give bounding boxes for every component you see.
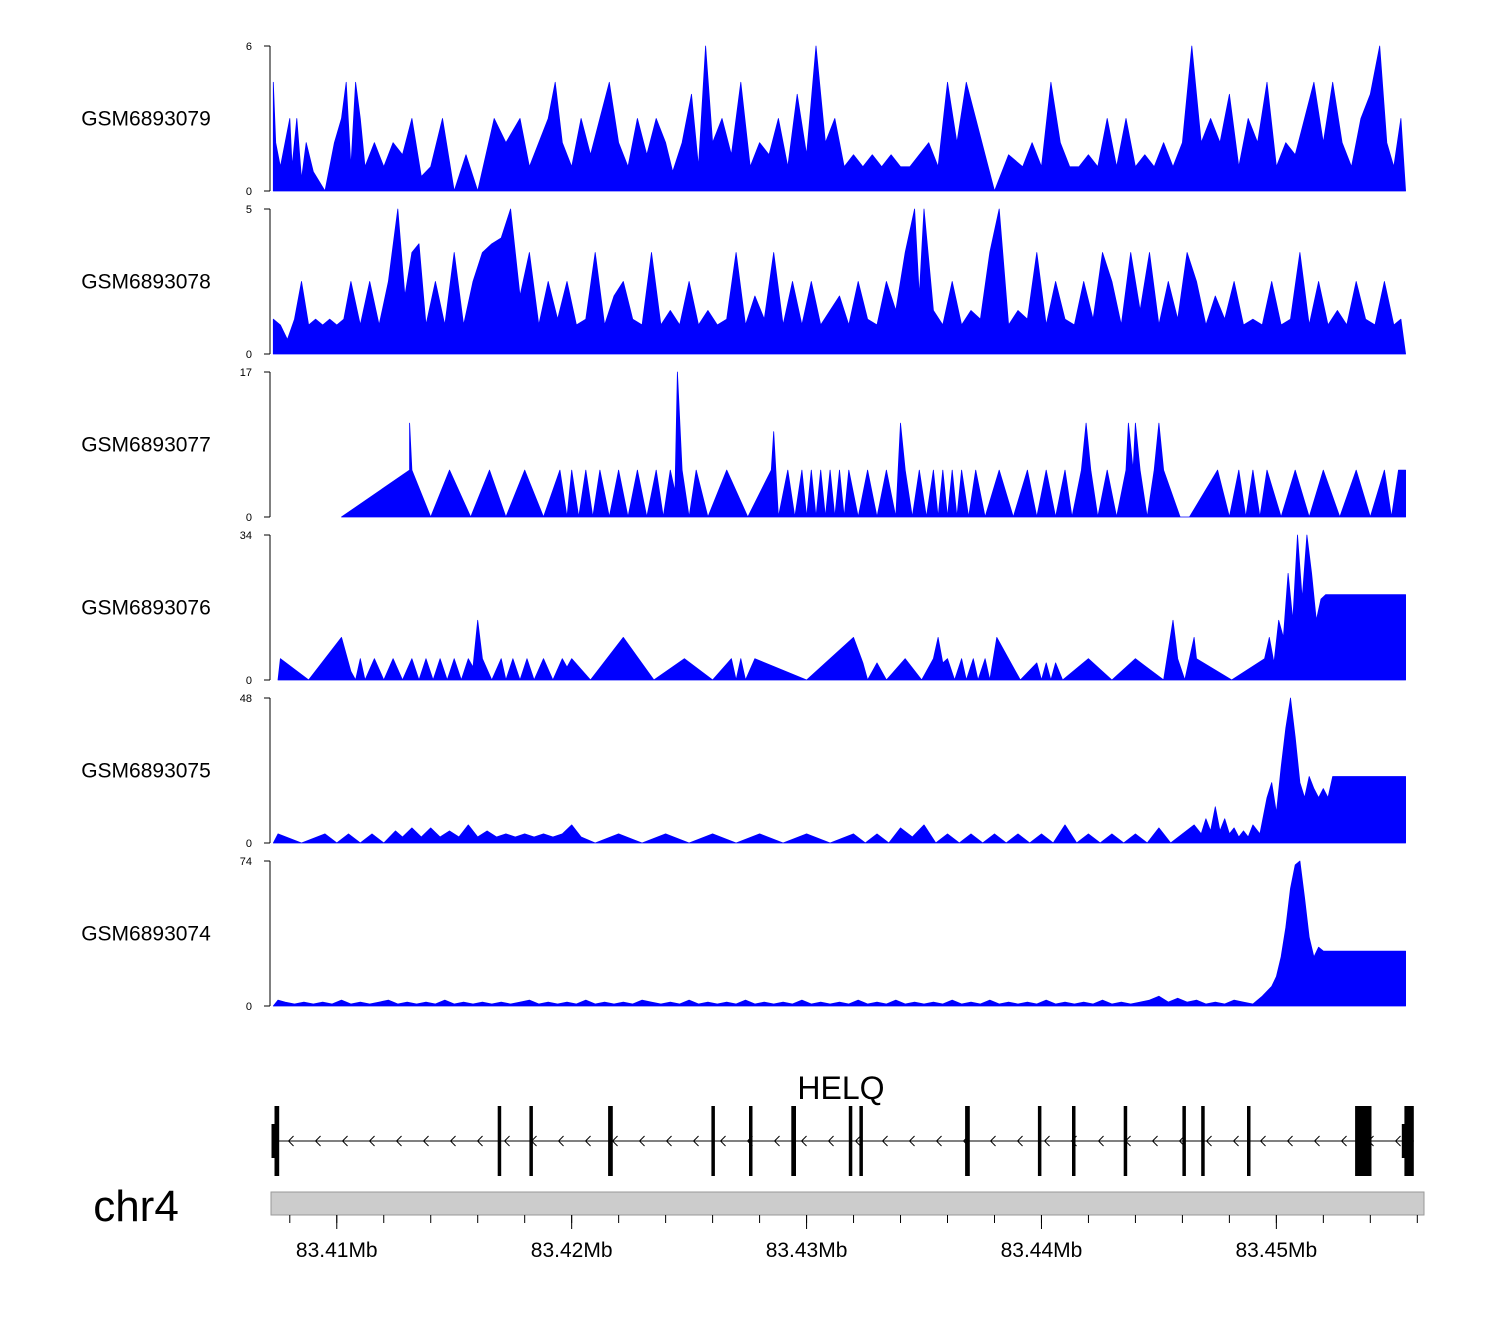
y-axis-min-label: 0 bbox=[246, 349, 252, 361]
track-name-label: GSM6893078 bbox=[81, 271, 211, 294]
track-gsm6893076: GSM6893076 34 0 bbox=[81, 530, 1406, 687]
track-gsm6893078: GSM6893078 5 0 bbox=[81, 204, 1406, 361]
strand-arrow-icon bbox=[854, 1135, 861, 1147]
strand-arrow-icon bbox=[1340, 1135, 1347, 1147]
exon-block bbox=[711, 1106, 715, 1176]
exon-block bbox=[1247, 1106, 1251, 1176]
chromosome-label: chr4 bbox=[93, 1182, 179, 1231]
track-name-label: GSM6893075 bbox=[81, 760, 211, 783]
track-gsm6893079: GSM6893079 6 0 bbox=[81, 41, 1406, 198]
y-axis-max-label: 5 bbox=[246, 204, 252, 216]
coverage-area bbox=[272, 45, 1406, 192]
coverage-area bbox=[272, 860, 1406, 1007]
strand-arrow-icon bbox=[1097, 1135, 1104, 1147]
chromosome-axis: chr4 83.41Mb 83.42Mb 83.43Mb 83.44Mb 83.45Mb bbox=[93, 1182, 1425, 1262]
y-axis-min-label: 0 bbox=[246, 838, 252, 850]
strand-arrow-icon bbox=[1151, 1135, 1158, 1147]
strand-arrow-icon bbox=[1313, 1135, 1320, 1147]
strand-arrow-icon bbox=[1232, 1135, 1239, 1147]
y-axis-min-label: 0 bbox=[246, 675, 252, 687]
y-axis-max-label: 34 bbox=[240, 530, 252, 542]
strand-arrow-icon bbox=[773, 1135, 780, 1147]
strand-arrow-icon bbox=[503, 1135, 510, 1147]
strand-arrow-icon bbox=[989, 1135, 996, 1147]
exon-block bbox=[848, 1106, 853, 1176]
exon-block bbox=[608, 1106, 613, 1176]
coordinate-label: 83.41Mb bbox=[296, 1239, 378, 1262]
exon-block bbox=[1355, 1106, 1372, 1176]
strand-arrow-icon bbox=[557, 1135, 564, 1147]
coverage-area bbox=[272, 208, 1406, 355]
track-gsm6893077: GSM6893077 17 0 bbox=[81, 367, 1406, 524]
strand-arrow-icon bbox=[800, 1135, 807, 1147]
exon-block bbox=[859, 1106, 863, 1176]
utr-block bbox=[1401, 1124, 1412, 1158]
exon-block bbox=[1037, 1106, 1042, 1176]
utr-block bbox=[271, 1124, 276, 1158]
strand-arrow-icon bbox=[395, 1135, 402, 1147]
strand-arrow-icon bbox=[1259, 1135, 1266, 1147]
chromosome-bar bbox=[270, 1191, 1425, 1216]
coordinate-label: 83.44Mb bbox=[1001, 1239, 1083, 1262]
strand-arrow-icon bbox=[665, 1135, 672, 1147]
strand-arrow-icon bbox=[584, 1135, 591, 1147]
y-axis-min-label: 0 bbox=[246, 512, 252, 524]
coverage-area bbox=[341, 371, 1406, 518]
strand-arrow-icon bbox=[1016, 1135, 1023, 1147]
y-axis-max-label: 6 bbox=[246, 41, 252, 53]
strand-arrow-icon bbox=[881, 1135, 888, 1147]
track-gsm6893074: GSM6893074 74 0 bbox=[81, 856, 1406, 1013]
strand-arrow-icon bbox=[827, 1135, 834, 1147]
coverage-area bbox=[272, 697, 1406, 844]
strand-arrow-icon bbox=[1043, 1135, 1050, 1147]
y-axis-max-label: 74 bbox=[240, 856, 252, 868]
exon-block bbox=[1123, 1106, 1128, 1176]
exon-block bbox=[791, 1106, 796, 1176]
coordinate-label: 83.42Mb bbox=[531, 1239, 613, 1262]
strand-arrow-icon bbox=[368, 1135, 375, 1147]
strand-arrow-icon bbox=[1205, 1135, 1212, 1147]
strand-arrow-icon bbox=[719, 1135, 726, 1147]
strand-arrow-icon bbox=[638, 1135, 645, 1147]
coordinate-label: 83.43Mb bbox=[766, 1239, 848, 1262]
track-name-label: GSM6893079 bbox=[81, 108, 211, 131]
y-axis-max-label: 48 bbox=[240, 693, 252, 705]
exon-block bbox=[274, 1106, 280, 1176]
gene-model-track: HELQ bbox=[271, 1070, 1414, 1176]
y-axis-min-label: 0 bbox=[246, 1001, 252, 1013]
exon-block bbox=[1072, 1106, 1076, 1176]
strand-arrow-icon bbox=[287, 1135, 294, 1147]
strand-arrow-icon bbox=[341, 1135, 348, 1147]
exon-block bbox=[749, 1106, 753, 1176]
strand-arrow-icon bbox=[908, 1135, 915, 1147]
y-axis-max-label: 17 bbox=[240, 367, 252, 379]
y-axis-min-label: 0 bbox=[246, 186, 252, 198]
exon-block bbox=[1201, 1106, 1205, 1176]
track-name-label: GSM6893077 bbox=[81, 434, 211, 457]
track-name-label: GSM6893076 bbox=[81, 597, 211, 620]
coverage-tracks: GSM689307960GSM689307850GSM6893077170GSM… bbox=[81, 41, 1406, 1013]
exon-block bbox=[497, 1106, 502, 1176]
exon-block bbox=[529, 1106, 533, 1176]
gene-name-label: HELQ bbox=[797, 1070, 884, 1106]
coverage-area bbox=[277, 534, 1406, 681]
strand-arrow-icon bbox=[1394, 1135, 1401, 1147]
strand-arrow-icon bbox=[476, 1135, 483, 1147]
strand-arrow-icon bbox=[449, 1135, 456, 1147]
exon-block bbox=[965, 1106, 970, 1176]
strand-arrow-icon bbox=[692, 1135, 699, 1147]
track-gsm6893075: GSM6893075 48 0 bbox=[81, 693, 1406, 850]
strand-arrow-icon bbox=[314, 1135, 321, 1147]
coordinate-label: 83.45Mb bbox=[1235, 1239, 1317, 1262]
strand-arrow-icon bbox=[422, 1135, 429, 1147]
exon-block bbox=[1182, 1106, 1186, 1176]
strand-arrow-icon bbox=[1286, 1135, 1293, 1147]
strand-arrow-icon bbox=[935, 1135, 942, 1147]
track-name-label: GSM6893074 bbox=[81, 923, 211, 946]
